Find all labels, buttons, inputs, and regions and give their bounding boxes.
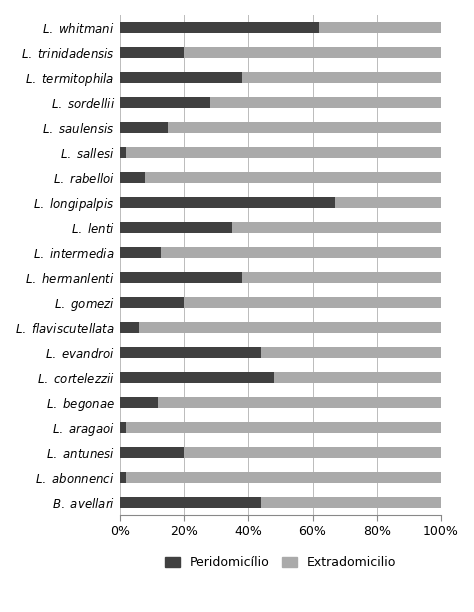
Bar	[120, 447, 184, 458]
Bar	[184, 447, 441, 458]
Bar	[120, 372, 274, 383]
Bar	[120, 347, 261, 358]
Bar	[120, 197, 335, 208]
Bar	[120, 47, 184, 58]
Bar	[120, 172, 146, 183]
Bar	[120, 97, 210, 108]
Bar	[232, 222, 441, 233]
Bar	[120, 222, 232, 233]
Bar	[126, 472, 441, 483]
Bar	[261, 347, 441, 358]
Bar	[242, 72, 441, 83]
Bar	[120, 497, 261, 508]
Bar	[184, 297, 441, 308]
Bar	[146, 172, 441, 183]
Bar	[120, 322, 139, 333]
Bar	[184, 47, 441, 58]
Bar	[120, 397, 158, 408]
Bar	[120, 22, 319, 33]
Bar	[162, 247, 441, 258]
Bar	[120, 247, 162, 258]
Bar	[210, 97, 441, 108]
Bar	[120, 422, 126, 433]
Bar	[126, 422, 441, 433]
Bar	[158, 397, 441, 408]
Bar	[319, 22, 441, 33]
Bar	[120, 472, 126, 483]
Bar	[120, 122, 168, 133]
Legend: Peridomicílio, Extradomicilio: Peridomicílio, Extradomicilio	[160, 551, 401, 574]
Bar	[335, 197, 441, 208]
Bar	[120, 297, 184, 308]
Bar	[261, 497, 441, 508]
Bar	[120, 72, 242, 83]
Bar	[168, 122, 441, 133]
Bar	[120, 147, 126, 158]
Bar	[120, 272, 242, 283]
Bar	[139, 322, 441, 333]
Bar	[242, 272, 441, 283]
Bar	[274, 372, 441, 383]
Bar	[126, 147, 441, 158]
